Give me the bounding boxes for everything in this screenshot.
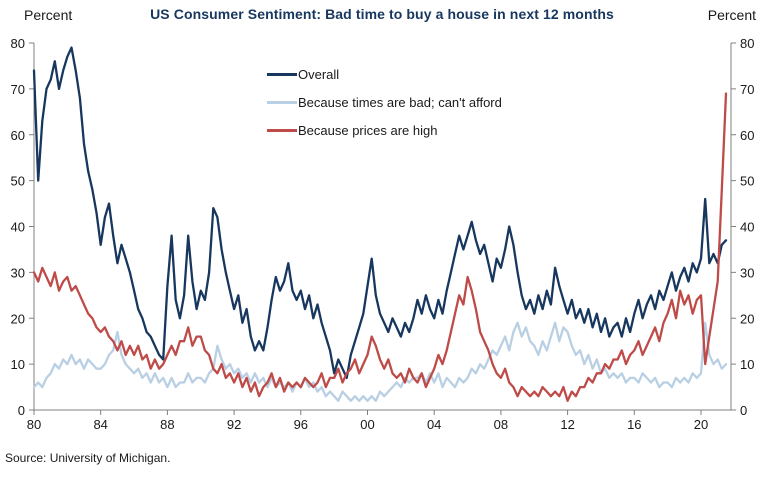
- chart-title: US Consumer Sentiment: Bad time to buy a…: [150, 6, 614, 22]
- legend-item-overall: Overall: [267, 60, 502, 88]
- x-tick-label: 80: [27, 417, 41, 432]
- right-axis-unit-label: Percent: [707, 7, 756, 23]
- y-tick-label-left: 40: [11, 220, 25, 235]
- overall-line-swatch: [267, 72, 297, 76]
- y-tick-label-right: 40: [740, 220, 754, 235]
- legend-label-times-bad: Because times are bad; can't afford: [298, 94, 502, 110]
- x-tick-label: 12: [560, 417, 574, 432]
- times-bad-line-swatch: [267, 100, 297, 104]
- y-tick-label-right: 10: [740, 357, 754, 372]
- y-tick-label-right: 30: [740, 265, 754, 280]
- x-tick-label: 88: [160, 417, 174, 432]
- x-tick-label: 08: [494, 417, 508, 432]
- y-tick-label-right: 80: [740, 36, 754, 51]
- legend-item-prices-high: Because prices are high: [267, 116, 502, 144]
- x-tick-label: 16: [627, 417, 641, 432]
- y-tick-label-left: 20: [11, 311, 25, 326]
- y-tick-label-left: 50: [11, 174, 25, 189]
- source-note: Source: University of Michigan.: [5, 451, 171, 465]
- y-tick-label-right: 50: [740, 174, 754, 189]
- x-tick-label: 04: [427, 417, 441, 432]
- legend-label-overall: Overall: [298, 66, 340, 82]
- x-tick-label: 92: [227, 417, 241, 432]
- series-line-times-bad: [32, 321, 728, 402]
- y-tick-label-left: 30: [11, 265, 25, 280]
- y-tick-label-left: 80: [11, 36, 25, 51]
- y-tick-label-right: 60: [740, 128, 754, 143]
- y-tick-label-left: 70: [11, 82, 25, 97]
- y-tick-label-right: 20: [740, 311, 754, 326]
- prices-high-line-swatch: [267, 128, 297, 132]
- y-tick-label-left: 0: [18, 403, 25, 418]
- y-tick-label-left: 60: [11, 128, 25, 143]
- x-tick-label: 84: [93, 417, 107, 432]
- legend-label-prices-high: Because prices are high: [298, 122, 438, 138]
- x-tick-label: 96: [294, 417, 308, 432]
- y-tick-label-left: 10: [11, 357, 25, 372]
- series-line-overall: [32, 46, 728, 380]
- y-tick-label-right: 0: [740, 403, 747, 418]
- legend-item-times-bad: Because times are bad; can't afford: [267, 88, 502, 116]
- y-tick-label-right: 70: [740, 82, 754, 97]
- chart-legend: Overall Because times are bad; can't aff…: [267, 60, 502, 144]
- series-line-prices-high: [32, 92, 728, 402]
- x-tick-label: 00: [360, 417, 374, 432]
- left-axis-unit-label: Percent: [24, 7, 73, 23]
- x-tick-label: 20: [694, 417, 708, 432]
